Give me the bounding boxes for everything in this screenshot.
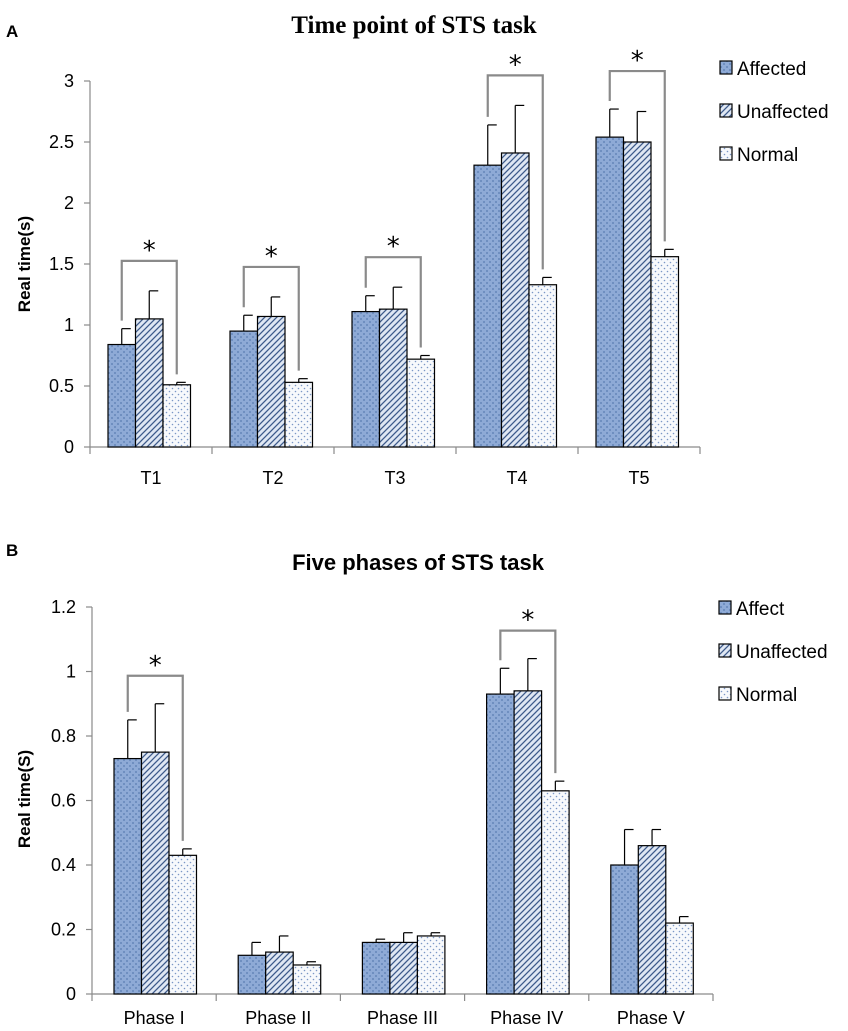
x-tick-label-a: T3 — [384, 468, 405, 488]
bar-b — [389, 941, 418, 995]
chart-title-a: Time point of STS task — [291, 12, 537, 39]
significance-bracket-a — [486, 74, 544, 270]
y-tick-label-b: 0.8 — [51, 726, 76, 746]
legend-a: Affected Unaffected Normal — [719, 59, 829, 166]
significance-star-b: * — [521, 606, 534, 636]
legend-b: Affect Unaffected Normal — [718, 599, 828, 706]
x-tick-label-b: Phase V — [617, 1008, 685, 1028]
significance-bracket-a — [242, 265, 300, 371]
y-tick-label-b: 0 — [66, 984, 76, 1004]
legend-label-a: Normal — [737, 145, 798, 166]
x-tick-label-b: Phase II — [245, 1008, 311, 1028]
y-axis-label-b: Real time(S) — [15, 750, 34, 848]
y-tick-label-a: 1 — [64, 315, 74, 335]
legend-swatch-b — [718, 686, 732, 701]
bar-b — [610, 864, 639, 995]
x-tick-label-a: T2 — [262, 468, 283, 488]
x-tick-label-b: Phase IV — [490, 1008, 563, 1028]
y-tick-label-a: 2 — [64, 193, 74, 213]
bar-b — [665, 922, 694, 995]
bar-a — [595, 136, 625, 448]
panel-label-a: A — [6, 22, 18, 41]
significance-bracket-b — [499, 629, 557, 774]
y-tick-label-a: 1.5 — [49, 254, 74, 274]
significance-bracket-b — [126, 674, 184, 841]
legend-label-b: Affect — [736, 599, 785, 620]
bar-a — [107, 343, 137, 448]
bar-a — [134, 318, 164, 448]
bar-a — [473, 164, 503, 448]
legend-swatch-a — [719, 146, 733, 161]
legend-swatch-b — [718, 600, 732, 615]
y-tick-label-b: 1.2 — [51, 597, 76, 617]
bar-b — [113, 757, 143, 995]
bar-b — [292, 964, 322, 995]
plot-area-a: 0 0.5 1 1.5 2 2.5 3 T1 T2 T3 T4 T5 * * * * * — [49, 46, 701, 488]
bar-a — [351, 310, 381, 448]
bar-b — [265, 951, 294, 995]
bar-a — [406, 358, 436, 448]
legend-swatch-a — [719, 60, 733, 75]
significance-bracket-a — [364, 256, 422, 348]
significance-star-a: * — [631, 46, 644, 76]
bar-a — [622, 141, 652, 448]
y-tick-label-b: 0.4 — [51, 855, 76, 875]
significance-star-a: * — [265, 242, 278, 272]
bar-a — [378, 308, 408, 448]
bar-a — [284, 381, 314, 448]
significance-bracket-a — [120, 259, 178, 375]
x-tick-label-a: T4 — [506, 468, 527, 488]
legend-label-a: Affected — [737, 59, 806, 80]
bar-b — [168, 854, 198, 995]
y-tick-label-b: 1 — [66, 662, 76, 682]
bar-b — [237, 954, 267, 995]
bar-b — [361, 941, 391, 995]
bar-b — [416, 935, 446, 995]
legend-label-b: Unaffected — [736, 642, 828, 663]
y-tick-label-a: 0.5 — [49, 376, 74, 396]
significance-star-a: * — [509, 50, 522, 80]
chart-panel-a: A Time point of STS task Real time(s) 00… — [6, 12, 829, 488]
bar-a — [650, 256, 680, 448]
x-tick-label-a: T5 — [628, 468, 649, 488]
y-tick-label-b: 0.6 — [51, 791, 76, 811]
legend-label-a: Unaffected — [737, 102, 829, 123]
y-tick-label-a: 2.5 — [49, 132, 74, 152]
significance-star-a: * — [143, 236, 156, 266]
bar-b — [486, 693, 515, 995]
y-tick-label-a: 3 — [64, 71, 74, 91]
plot-area-b: 0 0.2 0.4 0.6 0.8 1 1.2 Phase I Phase II Phase II… — [51, 597, 714, 1028]
bar-a — [256, 315, 286, 448]
bar-a — [162, 384, 192, 448]
significance-star-a: * — [387, 232, 400, 262]
y-tick-label-a: 0 — [64, 437, 74, 457]
x-tick-label-a: T1 — [140, 468, 161, 488]
legend-swatch-a — [719, 103, 733, 118]
panel-label-b: B — [6, 541, 18, 560]
bar-b — [140, 751, 170, 995]
bar-a — [229, 330, 259, 448]
bar-b — [513, 690, 543, 995]
significance-bracket-a — [608, 69, 666, 242]
legend-label-b: Normal — [736, 685, 797, 706]
x-tick-label-b: Phase III — [367, 1008, 438, 1028]
bar-a — [500, 152, 530, 448]
legend-swatch-b — [718, 643, 732, 658]
bar-b — [637, 845, 667, 995]
x-tick-label-b: Phase I — [124, 1008, 185, 1028]
chart-panel-b: B Five phases of STS task Real time(S) 0… — [6, 541, 828, 1028]
y-tick-label-b: 0.2 — [51, 920, 76, 940]
chart-title-b: Five phases of STS task — [292, 550, 545, 575]
y-axis-label-a: Real time(s) — [15, 216, 34, 312]
bar-a — [528, 284, 558, 448]
bar-b — [540, 790, 570, 995]
significance-star-b: * — [149, 651, 162, 681]
